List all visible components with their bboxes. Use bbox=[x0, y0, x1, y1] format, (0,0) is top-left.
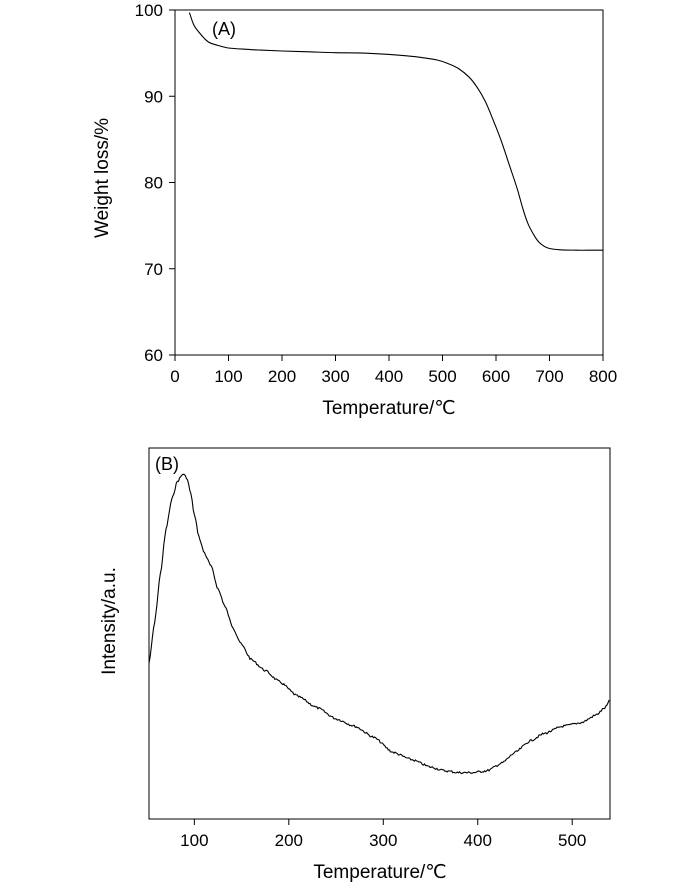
chart-a-x-tick-label: 200 bbox=[268, 367, 296, 386]
chart-a-x-tick-label: 500 bbox=[428, 367, 456, 386]
chart-a-x-tick-label: 0 bbox=[170, 367, 179, 386]
chart-a-y-tick-label: 90 bbox=[144, 87, 163, 106]
chart-a-x-tick-label: 600 bbox=[482, 367, 510, 386]
chart-b-x-tick-label: 200 bbox=[275, 831, 303, 850]
chart-a-x-tick-label: 700 bbox=[535, 367, 563, 386]
chart-b-x-axis-title: Temperature/℃ bbox=[313, 862, 446, 883]
chart-b-frame bbox=[148, 447, 611, 820]
chart-a-x-tick-label: 800 bbox=[589, 367, 617, 386]
chart-b-ticks: 100 200 300 400 500 bbox=[180, 819, 586, 850]
chart-a-panel-label: (A) bbox=[212, 19, 236, 39]
chart-b-x-tick-label: 500 bbox=[558, 831, 586, 850]
chart-a-y-tick-label: 80 bbox=[144, 174, 163, 193]
chart-b-x-tick-label: 400 bbox=[464, 831, 492, 850]
chart-a-y-tick-label: 60 bbox=[144, 346, 163, 365]
chart-b-x-tick-label: 300 bbox=[369, 831, 397, 850]
chart-a-y-tick-label: 70 bbox=[144, 260, 163, 279]
chart-b-y-axis-title: Intensity/a.u. bbox=[99, 567, 120, 675]
chart-b-panel-label: (B) bbox=[155, 454, 179, 474]
chart-b: 100 200 300 400 500 (B) Temperature/℃ Intens… bbox=[99, 447, 611, 883]
chart-a-x-tick-label: 100 bbox=[214, 367, 242, 386]
chart-a-y-axis-title: Weight loss/% bbox=[92, 118, 113, 238]
chart-a-ticks: 0 100 200 300 400 500 600 700 800 60 70 80 90 100 bbox=[135, 1, 618, 386]
chart-a-y-tick-label: 100 bbox=[135, 1, 163, 20]
chart-a-frame bbox=[174, 9, 604, 356]
chart-a: 0 100 200 300 400 500 600 700 800 60 70 80 90 100 (A)… bbox=[92, 1, 617, 419]
chart-b-series-line bbox=[148, 473, 610, 775]
chart-a-series-line bbox=[188, 12, 603, 251]
chart-a-x-tick-label: 300 bbox=[321, 367, 349, 386]
chart-a-x-axis-title: Temperature/℃ bbox=[322, 398, 455, 419]
chart-a-x-tick-label: 400 bbox=[375, 367, 403, 386]
chart-b-x-tick-label: 100 bbox=[180, 831, 208, 850]
